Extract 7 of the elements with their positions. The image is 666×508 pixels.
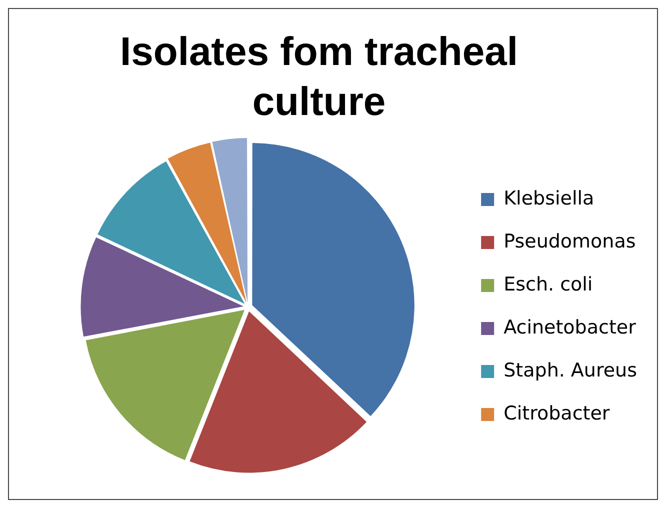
legend-label: Esch. coli — [504, 273, 593, 296]
legend-label: Acinetobacter — [504, 316, 636, 338]
legend-label: Citrobacter — [504, 402, 610, 424]
legend-label: Klebsiella — [504, 187, 594, 210]
legend-label: Staph. Aureus — [504, 359, 638, 382]
legend-label: Pseudomonas — [504, 230, 636, 252]
chart-title: Isolates fom tracheal culture — [119, 29, 519, 126]
